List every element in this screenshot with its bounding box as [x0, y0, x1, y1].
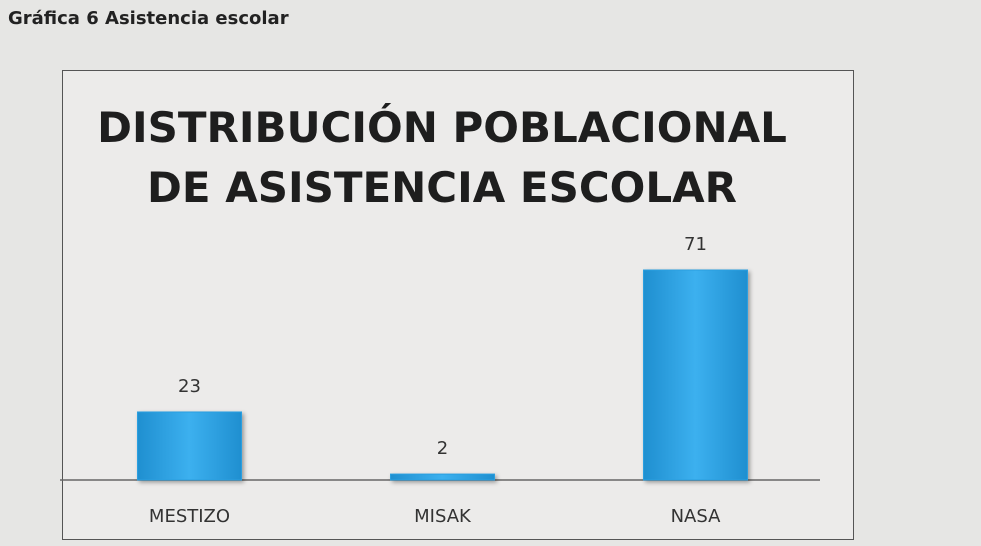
data-label: 23 [178, 376, 201, 397]
data-label: 2 [437, 438, 448, 459]
data-label: 71 [684, 234, 707, 255]
bar [138, 412, 242, 480]
bar [391, 474, 495, 480]
page: Gráfica 6 Asistencia escolar DISTRIBUCIÓ… [0, 0, 981, 546]
x-tick-label: MESTIZO [149, 506, 230, 527]
chart: MESTIZO 23 MISAK 2 NASA 71 [0, 0, 981, 546]
bar [644, 270, 748, 480]
x-tick-label: NASA [671, 506, 722, 527]
x-tick-label: MISAK [414, 506, 472, 527]
